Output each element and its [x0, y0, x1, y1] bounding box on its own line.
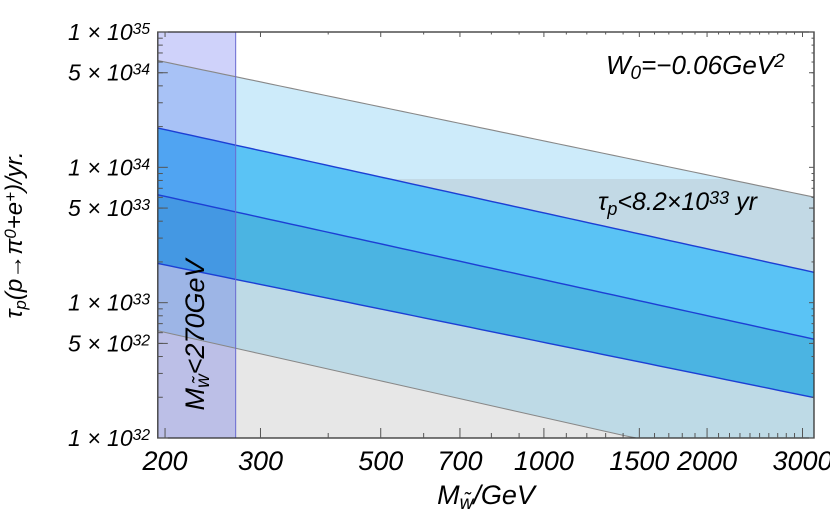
svg-text:1500: 1500	[609, 446, 669, 476]
svg-text:1 × 1032: 1 × 1032	[68, 425, 150, 451]
svg-text:5 × 1032: 5 × 1032	[68, 330, 150, 356]
svg-text:τp(p→π0+e+)/yr.: τp(p→π0+e+)/yr.	[1, 151, 30, 318]
svg-text:3000: 3000	[772, 446, 830, 476]
svg-text:W0=−0.06GeV2: W0=−0.06GeV2	[606, 50, 785, 84]
svg-text:1000: 1000	[514, 446, 574, 476]
svg-text:1 × 1033: 1 × 1033	[68, 290, 150, 316]
svg-text:Mw̃/GeV: Mw̃/GeV	[437, 480, 538, 514]
svg-text:500: 500	[358, 446, 403, 476]
svg-text:300: 300	[238, 446, 283, 476]
svg-text:1 × 1034: 1 × 1034	[68, 154, 150, 180]
svg-text:τp<8.2×1033 yr: τp<8.2×1033 yr	[598, 188, 759, 219]
svg-text:2000: 2000	[676, 446, 737, 476]
svg-text:5 × 1033: 5 × 1033	[68, 195, 150, 221]
svg-text:700: 700	[437, 446, 482, 476]
svg-text:1 × 1035: 1 × 1035	[68, 19, 150, 45]
svg-text:200: 200	[142, 446, 188, 476]
svg-text:5 × 1034: 5 × 1034	[68, 60, 150, 86]
